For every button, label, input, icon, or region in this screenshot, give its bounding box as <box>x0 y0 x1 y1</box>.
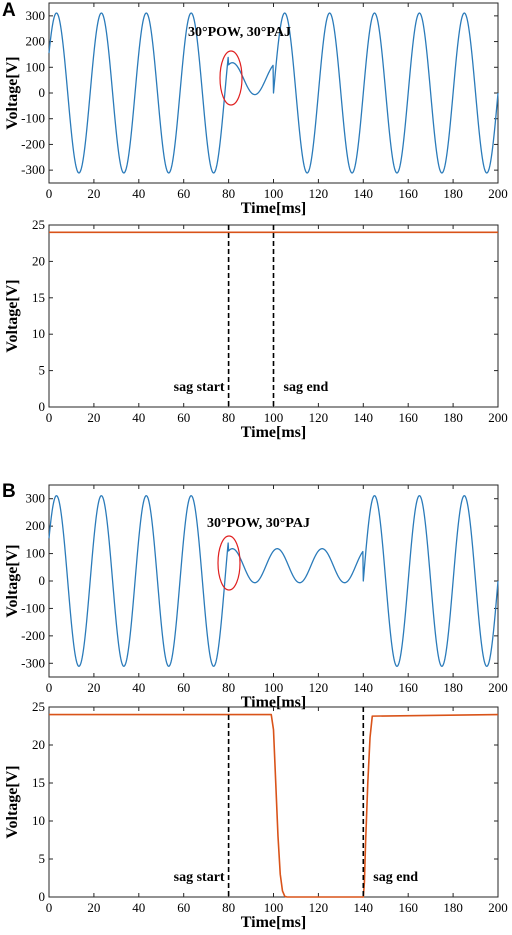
x-tick-label: 60 <box>177 900 190 915</box>
y-tick-label: -200 <box>21 136 45 151</box>
x-tick-label: 40 <box>132 900 145 915</box>
y-tick-label: 20 <box>32 737 45 752</box>
y-axis-label: Voltage[V] <box>4 56 21 129</box>
x-axis-label: Time[ms] <box>241 424 306 441</box>
x-tick-label: 60 <box>177 680 190 695</box>
x-tick-label: 0 <box>46 900 53 915</box>
x-tick-label: 200 <box>488 900 508 915</box>
x-tick-label: 0 <box>46 410 53 425</box>
panel-label-b: B <box>2 481 16 502</box>
chart-4: 0 20 40 60 80 100 120 140 160 180 200 0 5 10 15 20 25 Tim… <box>4 699 508 931</box>
x-tick-label: 60 <box>177 410 190 425</box>
x-tick-label: 80 <box>222 900 235 915</box>
annotation-text: 30°POW, 30°PAJ <box>207 516 310 531</box>
y-tick-label: 10 <box>32 813 45 828</box>
y-tick-label: 100 <box>26 546 46 561</box>
x-tick-label: 180 <box>443 410 463 425</box>
annotation-text: 30°POW, 30°PAJ <box>188 25 291 40</box>
series-line-1 <box>49 713 499 898</box>
marker-label: sag end <box>284 380 329 395</box>
y-axis-label: Voltage[V] <box>4 279 21 352</box>
x-tick-label: 100 <box>264 680 284 695</box>
x-tick-label: 40 <box>132 186 145 201</box>
x-tick-label: 100 <box>264 410 284 425</box>
y-tick-label: 200 <box>26 34 46 49</box>
series-line-1 <box>48 495 499 667</box>
panel-label-a: A <box>2 0 16 21</box>
x-tick-label: 120 <box>309 900 329 915</box>
y-axis-label: Voltage[V] <box>4 765 21 838</box>
y-tick-label: -300 <box>21 162 45 177</box>
x-tick-label: 200 <box>488 680 508 695</box>
x-tick-label: 160 <box>398 410 418 425</box>
x-axis-label: Time[ms] <box>241 914 306 931</box>
y-tick-label: 300 <box>26 8 46 23</box>
x-tick-label: 80 <box>222 186 235 201</box>
marker-label: sag start <box>174 870 225 885</box>
y-tick-label: 5 <box>39 363 46 378</box>
x-tick-label: 180 <box>443 680 463 695</box>
x-tick-label: 20 <box>87 680 100 695</box>
x-tick-label: 40 <box>132 680 145 695</box>
x-tick-label: 80 <box>222 410 235 425</box>
x-tick-label: 120 <box>309 410 329 425</box>
x-tick-label: 140 <box>354 410 374 425</box>
x-tick-label: 80 <box>222 680 235 695</box>
chart-2: 0 20 40 60 80 100 120 140 160 180 200 0 5 10 15 20 25 Tim… <box>4 217 508 441</box>
series-line-1 <box>48 12 499 174</box>
y-tick-label: -100 <box>21 600 45 615</box>
x-tick-label: 200 <box>488 186 508 201</box>
y-tick-label: 0 <box>39 399 46 414</box>
x-tick-label: 100 <box>264 186 284 201</box>
x-tick-label: 140 <box>354 900 374 915</box>
y-tick-label: 0 <box>39 85 46 100</box>
x-tick-label: 40 <box>132 410 145 425</box>
x-tick-label: 0 <box>46 680 53 695</box>
x-tick-label: 20 <box>87 410 100 425</box>
x-tick-label: 140 <box>354 186 374 201</box>
y-tick-label: 15 <box>32 775 45 790</box>
y-tick-label: 200 <box>26 518 46 533</box>
y-tick-label: 10 <box>32 326 45 341</box>
x-tick-label: 20 <box>87 900 100 915</box>
marker-label: sag start <box>174 380 225 395</box>
y-axis-label: Voltage[V] <box>4 544 21 617</box>
x-axis-label: Time[ms] <box>241 200 306 217</box>
marker-label: sag end <box>373 870 418 885</box>
y-tick-label: 100 <box>26 59 46 74</box>
charts-container: 0 20 40 60 80 100 120 140 160 180 200-300-200-1000… <box>4 2 508 931</box>
x-tick-label: 60 <box>177 186 190 201</box>
x-tick-label: 0 <box>46 186 53 201</box>
x-tick-label: 140 <box>354 680 374 695</box>
x-tick-label: 160 <box>398 900 418 915</box>
x-tick-label: 160 <box>398 186 418 201</box>
x-tick-label: 180 <box>443 186 463 201</box>
highlight-ellipse <box>219 50 243 106</box>
y-tick-label: -200 <box>21 628 45 643</box>
y-tick-label: 0 <box>39 573 46 588</box>
y-tick-label: 25 <box>32 217 45 232</box>
y-tick-label: -100 <box>21 111 45 126</box>
x-tick-label: 100 <box>264 900 284 915</box>
y-tick-label: 300 <box>26 491 46 506</box>
chart-3: 0 20 40 60 80 100 120 140 160 180 200 -300 -200 -100 0… <box>4 484 508 711</box>
y-tick-label: -300 <box>21 655 45 670</box>
y-tick-label: 25 <box>32 699 45 714</box>
x-tick-label: 180 <box>443 900 463 915</box>
x-tick-label: 200 <box>488 410 508 425</box>
x-tick-label: 120 <box>309 186 329 201</box>
y-tick-label: 0 <box>39 889 46 904</box>
y-tick-label: 15 <box>32 290 45 305</box>
x-tick-label: 160 <box>398 680 418 695</box>
chart-1: 0 20 40 60 80 100 120 140 160 180 200 -300 -200 -100 0… <box>4 2 508 217</box>
highlight-ellipse <box>217 535 241 591</box>
x-tick-label: 20 <box>87 186 100 201</box>
x-tick-label: 120 <box>309 680 329 695</box>
y-tick-label: 20 <box>32 253 45 268</box>
y-tick-label: 5 <box>39 851 46 866</box>
